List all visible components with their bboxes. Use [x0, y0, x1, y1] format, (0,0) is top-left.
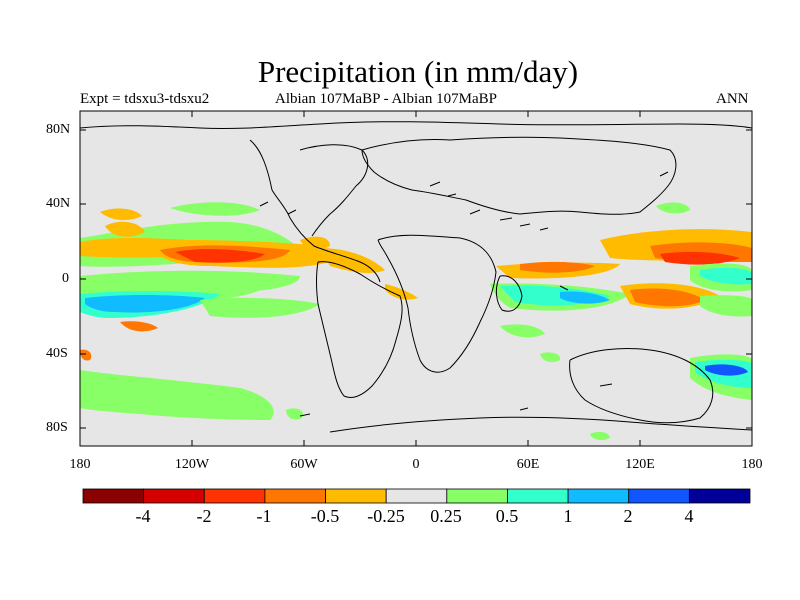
anomaly-patch: [80, 349, 92, 361]
anomaly-patch: [85, 295, 205, 313]
anomaly-patch: [500, 324, 545, 338]
anomaly-patch: [705, 364, 748, 376]
x-label-180-east: 180: [741, 457, 763, 472]
x-label-120e: 120E: [625, 457, 655, 472]
anomaly-patch: [105, 221, 145, 237]
colorbar-box: [688, 488, 751, 504]
experiment-label: Expt = tdsxu3-tdsxu2: [80, 91, 210, 107]
anomaly-patch: [560, 291, 610, 304]
anomaly-patch: [656, 202, 690, 214]
anomaly-patch: [520, 261, 595, 273]
y-label-0: 0: [62, 271, 69, 286]
coastline-antarctica: [329, 416, 752, 433]
colorbar-label: -2: [196, 506, 212, 526]
anomaly-patch: [80, 370, 274, 420]
colorbar-box: [385, 488, 448, 504]
x-label-60w: 60W: [290, 457, 318, 472]
colorbar-box: [203, 488, 266, 504]
coastlines: [80, 121, 752, 433]
period-label: Albian 107MaBP - Albian 107MaBP: [275, 91, 497, 107]
anomaly-patch: [286, 408, 303, 420]
x-label-0: 0: [412, 457, 420, 472]
colorbar-label: -4: [135, 506, 151, 526]
colorbar-label: -0.25: [367, 506, 405, 526]
season-label: ANN: [716, 91, 749, 107]
coastline-india: [495, 275, 523, 312]
coastline-africa: [377, 234, 497, 373]
x-label-60e: 60E: [516, 457, 540, 472]
x-label-180-west: 180: [69, 457, 91, 472]
anomaly-patch: [120, 321, 158, 332]
colorbar-label: 0.25: [430, 506, 462, 526]
colorbar-box: [325, 488, 387, 504]
coastline-arctic: [80, 121, 752, 130]
coastline-australia-antarctica: [569, 348, 714, 424]
anomaly-patch: [170, 202, 260, 216]
y-label-80n: 80N: [46, 122, 71, 137]
y-label-40s: 40S: [46, 346, 68, 361]
anomaly-fields: [80, 202, 752, 441]
anomaly-patch: [700, 295, 752, 317]
colorbar-label: 1: [563, 506, 573, 526]
colorbar-label: -0.5: [310, 506, 340, 526]
anomaly-patch: [100, 208, 142, 221]
y-label-40n: 40N: [46, 196, 71, 211]
colorbar-boxes: [82, 488, 751, 504]
colorbar-label: 4: [684, 506, 694, 526]
anomaly-patch: [200, 297, 320, 318]
axis-ticks: [80, 111, 752, 446]
coastline-north-america-east: [299, 144, 369, 237]
coastline-islands: [259, 171, 669, 417]
colorbar-box: [264, 488, 326, 504]
anomaly-patch: [385, 284, 418, 300]
anomaly-patch: [590, 431, 610, 441]
colorbar-label: 0.5: [495, 506, 519, 526]
anomaly-patch: [175, 248, 265, 263]
colorbar-label: 2: [623, 506, 633, 526]
map-title: Precipitation (in mm/day): [257, 54, 579, 89]
colorbar-box: [628, 488, 690, 504]
colorbar-box: [82, 488, 145, 504]
colorbar-box: [143, 488, 205, 504]
anomaly-patch: [660, 251, 740, 265]
colorbar-box: [507, 488, 569, 504]
anomaly-patch: [630, 288, 705, 307]
colorbar-box: [446, 488, 508, 504]
anomaly-patch: [540, 352, 561, 362]
coastline-south-america: [316, 261, 403, 399]
coastline-eurasia: [361, 136, 677, 215]
x-label-120w: 120W: [174, 457, 210, 472]
coastline-north-america: [249, 139, 381, 283]
y-label-80s: 80S: [46, 420, 68, 435]
anomaly-patch: [700, 267, 752, 285]
colorbar-label: -1: [256, 506, 272, 526]
colorbar-box: [567, 488, 630, 504]
